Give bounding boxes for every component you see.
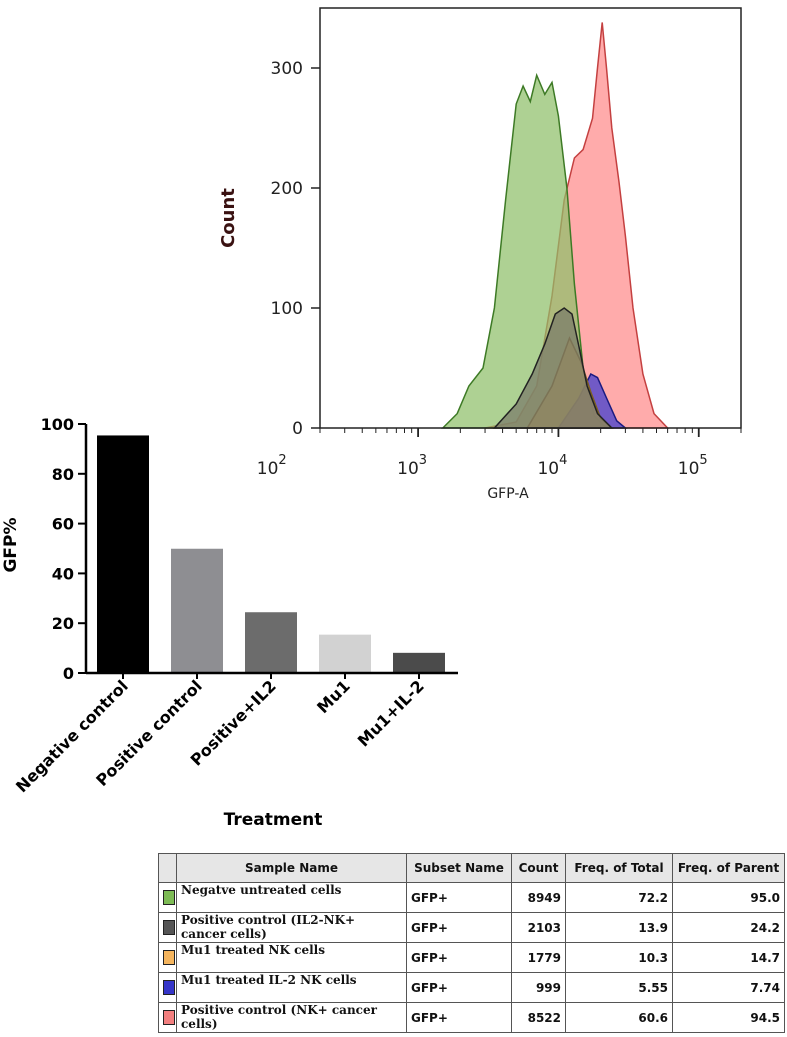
subset-name-cell: GFP+ bbox=[406, 912, 512, 943]
histogram-y-tick-label: 100 bbox=[271, 299, 303, 319]
bar-y-tick-label: 60 bbox=[52, 515, 74, 534]
color-swatch bbox=[163, 920, 175, 936]
histogram-series-positive-control-il2-nk-cancer-cells bbox=[492, 307, 614, 429]
table-row: Negatve untreated cells GFP+ 8949 72.2 9… bbox=[158, 882, 785, 913]
bar-y-tick-label: 0 bbox=[63, 664, 74, 683]
freq-total-cell: 72.2 bbox=[565, 882, 673, 913]
sample-name-cell: Positive control (NK+ cancer cells) bbox=[176, 1002, 407, 1033]
freq-parent-cell: 24.2 bbox=[672, 912, 785, 943]
histogram-x-tick-label: 104 bbox=[537, 453, 567, 479]
table-row: Positive control (NK+ cancer cells) GFP+… bbox=[158, 1002, 785, 1033]
histogram-y-label: Count bbox=[218, 188, 239, 248]
bar-x-label: Treatment bbox=[224, 810, 323, 830]
bar-negative-control bbox=[97, 435, 149, 675]
freq-parent-cell: 94.5 bbox=[672, 1002, 785, 1033]
color-swatch bbox=[163, 890, 175, 906]
bar-y-tick-label: 100 bbox=[41, 415, 74, 434]
count-header: Count bbox=[511, 853, 566, 883]
histogram-x-tick-label: 105 bbox=[678, 453, 708, 479]
count-cell: 1779 bbox=[511, 942, 566, 973]
summary-table-container: Sample Name Subset Name Count Freq. of T… bbox=[158, 853, 785, 1033]
bar-mu1-il-2 bbox=[393, 652, 445, 674]
sample-name-cell: Mu1 treated NK cells bbox=[176, 942, 407, 973]
sample-name-header: Sample Name bbox=[176, 853, 407, 883]
bar-mu1 bbox=[319, 634, 371, 674]
freq-parent-cell: 95.0 bbox=[672, 882, 785, 913]
subset-name-cell: GFP+ bbox=[406, 1002, 512, 1033]
freq-parent-header: Freq. of Parent bbox=[672, 853, 785, 883]
histogram-x-tick-label: 103 bbox=[397, 453, 427, 479]
count-cell: 999 bbox=[511, 972, 566, 1003]
bar-positive-il2 bbox=[245, 612, 297, 675]
freq-parent-cell: 7.74 bbox=[672, 972, 785, 1003]
bar-y-tick-label: 20 bbox=[52, 614, 74, 633]
freq-parent-cell: 14.7 bbox=[672, 942, 785, 973]
bar-category-label: Mu1+IL-2 bbox=[354, 676, 428, 750]
table-row: Positive control (IL2-NK+ cancer cells) … bbox=[158, 912, 785, 943]
subset-name-cell: GFP+ bbox=[406, 972, 512, 1003]
histogram-x-tick-label: 102 bbox=[257, 453, 287, 479]
freq-total-cell: 60.6 bbox=[565, 1002, 673, 1033]
freq-total-header: Freq. of Total bbox=[565, 853, 673, 883]
histogram-y-tick-label: 0 bbox=[292, 419, 303, 439]
histogram-frame bbox=[319, 7, 742, 429]
freq-total-cell: 13.9 bbox=[565, 912, 673, 943]
bar-category-label: Mu1 bbox=[313, 676, 354, 717]
histogram-y-tick-label: 300 bbox=[271, 59, 303, 79]
count-cell: 8949 bbox=[511, 882, 566, 913]
sample-name-cell: Negatve untreated cells bbox=[176, 882, 407, 913]
bar-y-tick-label: 80 bbox=[52, 465, 74, 484]
subset-name-cell: GFP+ bbox=[406, 882, 512, 913]
color-swatch bbox=[163, 1010, 175, 1026]
count-cell: 8522 bbox=[511, 1002, 566, 1033]
sample-name-cell: Mu1 treated IL-2 NK cells bbox=[176, 972, 407, 1003]
freq-total-cell: 5.55 bbox=[565, 972, 673, 1003]
bar-y-tick-label: 40 bbox=[52, 564, 74, 583]
histogram-y-tick-label: 200 bbox=[271, 179, 303, 199]
color-swatch bbox=[163, 950, 175, 966]
sample-name-cell: Positive control (IL2-NK+ cancer cells) bbox=[176, 912, 407, 943]
table-header-row: Sample Name Subset Name Count Freq. of T… bbox=[158, 853, 785, 883]
table-row: Mu1 treated NK cells GFP+ 1779 10.3 14.7 bbox=[158, 942, 785, 973]
histogram-x-label: GFP-A bbox=[487, 486, 529, 502]
subset-name-header: Subset Name bbox=[406, 853, 512, 883]
count-cell: 2103 bbox=[511, 912, 566, 943]
bar-y-label: GFP% bbox=[1, 517, 21, 572]
bar-positive-control bbox=[171, 548, 223, 674]
subset-name-cell: GFP+ bbox=[406, 942, 512, 973]
summary-table: Sample Name Subset Name Count Freq. of T… bbox=[158, 853, 785, 1033]
swatch-header bbox=[158, 853, 177, 883]
color-swatch bbox=[163, 980, 175, 996]
table-row: Mu1 treated IL-2 NK cells GFP+ 999 5.55 … bbox=[158, 972, 785, 1003]
freq-total-cell: 10.3 bbox=[565, 942, 673, 973]
